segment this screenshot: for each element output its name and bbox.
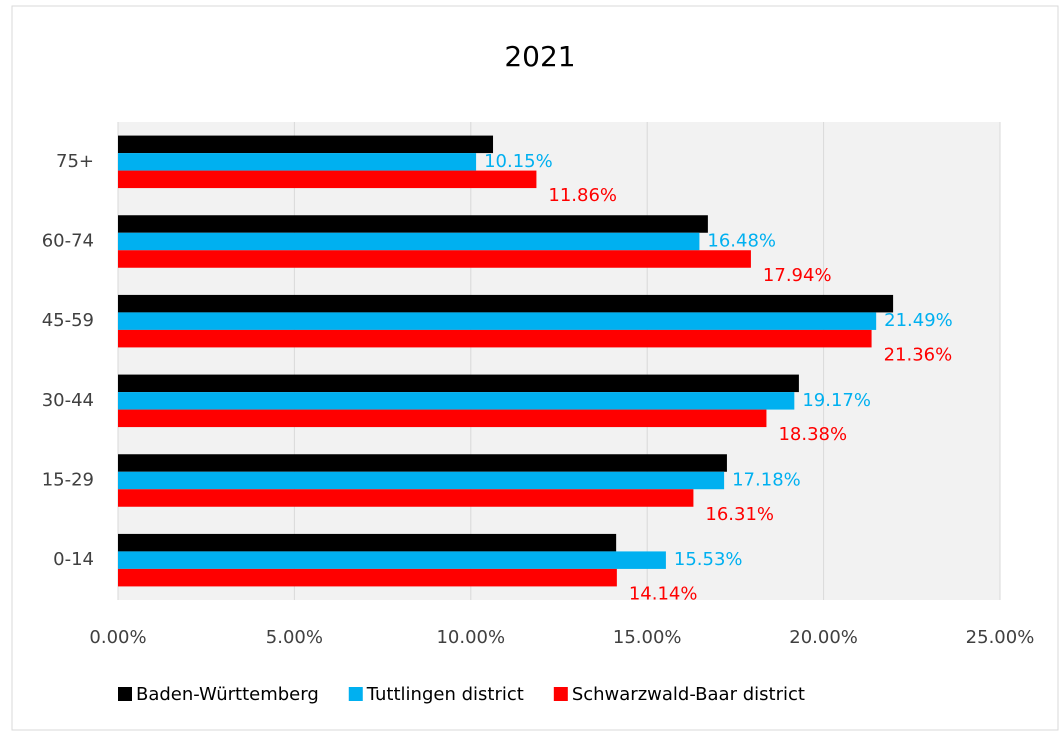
legend-swatch: [348, 687, 363, 701]
data-label: 16.31%: [705, 504, 774, 525]
x-tick-label: 5.00%: [266, 627, 323, 648]
legend-label: Schwarzwald-Baar district: [572, 684, 805, 705]
bar: [118, 392, 795, 410]
legend-swatch: [553, 687, 568, 701]
bar: [118, 170, 537, 189]
data-label: 16.48%: [707, 231, 776, 252]
data-label: 21.49%: [884, 310, 953, 331]
legend-label: Tuttlingen district: [366, 684, 524, 705]
x-tick-label: 15.00%: [613, 627, 682, 648]
bar: [118, 329, 872, 348]
y-tick-label: 45-59: [42, 310, 94, 331]
plot-area: [118, 122, 1000, 600]
bar: [118, 551, 666, 569]
bar: [118, 454, 727, 472]
bar: [118, 153, 477, 171]
chart-title: 2021: [504, 40, 575, 73]
data-label: 18.38%: [778, 424, 847, 445]
data-label: 15.53%: [674, 549, 743, 570]
legend-label: Baden-Württemberg: [136, 684, 319, 705]
bar: [118, 250, 751, 268]
bar: [118, 568, 617, 587]
bar: [118, 471, 725, 490]
y-tick-label: 0-14: [53, 549, 94, 570]
bar: [118, 232, 700, 251]
data-label: 17.18%: [732, 470, 801, 491]
x-tick-label: 0.00%: [89, 627, 146, 648]
data-label: 19.17%: [802, 390, 871, 411]
y-tick-label: 30-44: [42, 390, 94, 411]
data-label: 17.94%: [763, 265, 832, 286]
data-label: 10.15%: [484, 151, 553, 172]
bar: [118, 135, 494, 154]
x-tick-label: 10.00%: [436, 627, 505, 648]
y-tick-label: 60-74: [42, 231, 94, 252]
bar: [118, 409, 767, 428]
bar: [118, 294, 894, 313]
bar: [118, 215, 708, 233]
x-tick-label: 20.00%: [789, 627, 858, 648]
data-label: 14.14%: [629, 583, 698, 604]
bar: [118, 374, 799, 393]
data-label: 21.36%: [884, 344, 953, 365]
bar: [118, 312, 877, 330]
y-tick-label: 15-29: [42, 470, 94, 491]
y-tick-label: 75+: [56, 151, 94, 172]
x-tick-label: 25.00%: [966, 627, 1035, 648]
bar: [118, 533, 617, 552]
bar: [118, 489, 694, 507]
data-label: 11.86%: [548, 185, 617, 206]
legend-swatch: [118, 687, 132, 701]
